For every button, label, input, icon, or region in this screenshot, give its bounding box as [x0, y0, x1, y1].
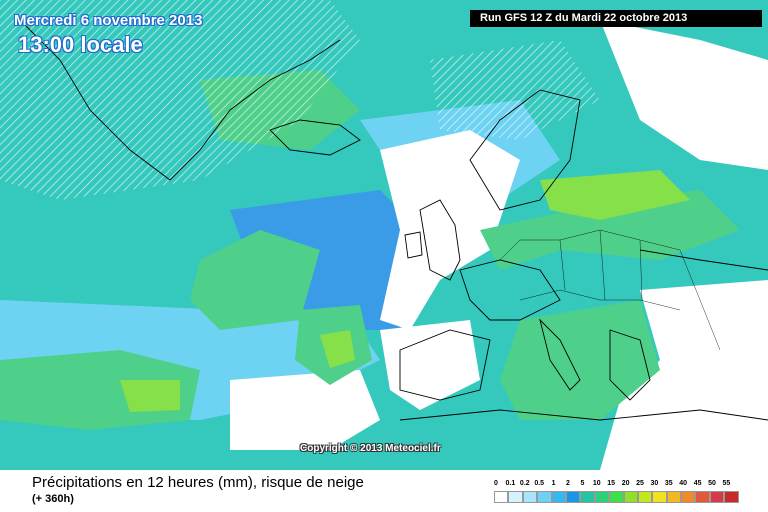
legend-swatch	[522, 491, 538, 503]
forecast-time: 13:00 locale	[18, 32, 143, 57]
iceland-coast	[269, 119, 361, 156]
precip-band-atlantic	[190, 230, 320, 330]
legend-swatch	[681, 491, 696, 503]
map-title: Précipitations en 12 heures (mm), risque…	[32, 474, 364, 491]
legend-swatch	[565, 491, 581, 503]
france-coast	[459, 259, 561, 321]
legend-swatch	[623, 491, 638, 503]
legend-swatch	[609, 491, 624, 503]
country-borders	[499, 229, 721, 351]
legend-label: 0.1	[505, 480, 516, 487]
snow-risk-scandinavia	[430, 40, 600, 140]
copyright-notice: Copyright © 2013 Meteociel.fr	[300, 443, 441, 454]
legend-swatch	[724, 491, 739, 503]
legend-label: 2	[566, 480, 570, 487]
forecast-date: Mercredi 6 novembre 2013	[14, 12, 203, 29]
greece-coast	[609, 329, 651, 401]
legend-swatch	[537, 491, 552, 503]
legend-label: 15	[607, 480, 616, 487]
dry-area-atlantic	[230, 370, 380, 450]
legend-label: 10	[592, 480, 601, 487]
dry-area-east	[600, 280, 768, 470]
precip-core-baltic	[540, 170, 690, 220]
legend-swatch	[709, 491, 725, 503]
legend-label: 0.5	[534, 480, 545, 487]
legend-swatch	[695, 491, 710, 503]
legend-label: 45	[693, 480, 702, 487]
legend-label: 55	[722, 480, 731, 487]
legend-swatch	[652, 491, 667, 503]
legend-swatch	[637, 491, 653, 503]
iberia-coast	[399, 329, 491, 401]
legend-label: 1	[551, 480, 556, 487]
scandinavia-coast	[469, 89, 581, 211]
legend-label: 30	[650, 480, 659, 487]
italy-coast	[539, 318, 581, 391]
legend-label: 0	[494, 480, 498, 487]
legend-label: 25	[636, 480, 644, 487]
precipitation-map	[0, 0, 768, 470]
legend-swatch	[494, 491, 509, 503]
legend-swatch	[580, 491, 595, 503]
legend-labels: 0 0.1 0.2 0.5 1 2 5 10 15 20 25 30 35 40 45 50 55	[494, 480, 754, 490]
snow-risk-greenland	[0, 0, 360, 200]
model-run-label: Run GFS 12 Z du Mardi 22 octobre 2013	[470, 10, 762, 27]
legend-label: 5	[580, 480, 585, 487]
legend-label: 50	[708, 480, 716, 487]
precip-band-europe	[480, 190, 740, 270]
legend-swatch	[551, 491, 566, 503]
precip-core-atlantic	[320, 330, 355, 368]
legend-swatch	[508, 491, 523, 503]
forecast-lead-time: (+ 360h)	[32, 493, 74, 505]
dry-area-iberia	[380, 320, 480, 410]
ireland-coast	[404, 231, 423, 259]
legend-label: 0.2	[519, 480, 530, 487]
legend-swatch	[594, 491, 610, 503]
legend-label: 20	[621, 480, 630, 487]
dry-area-britain	[380, 130, 520, 330]
britain-coast	[419, 199, 461, 281]
greenland-coast	[19, 19, 341, 181]
legend-swatches	[494, 491, 739, 503]
color-scale-legend: 0 0.1 0.2 0.5 1 2 5 10 15 20 25 30 35 40 45 50 55	[494, 480, 754, 506]
coastlines	[19, 19, 768, 421]
black-sea-coast	[639, 249, 768, 271]
precip-core-southwest	[120, 380, 180, 412]
north-africa-coast	[399, 409, 768, 421]
legend-label: 40	[679, 480, 688, 487]
legend-label: 35	[664, 480, 673, 487]
legend-swatch	[666, 491, 682, 503]
snow-risk-russia	[690, 80, 768, 160]
